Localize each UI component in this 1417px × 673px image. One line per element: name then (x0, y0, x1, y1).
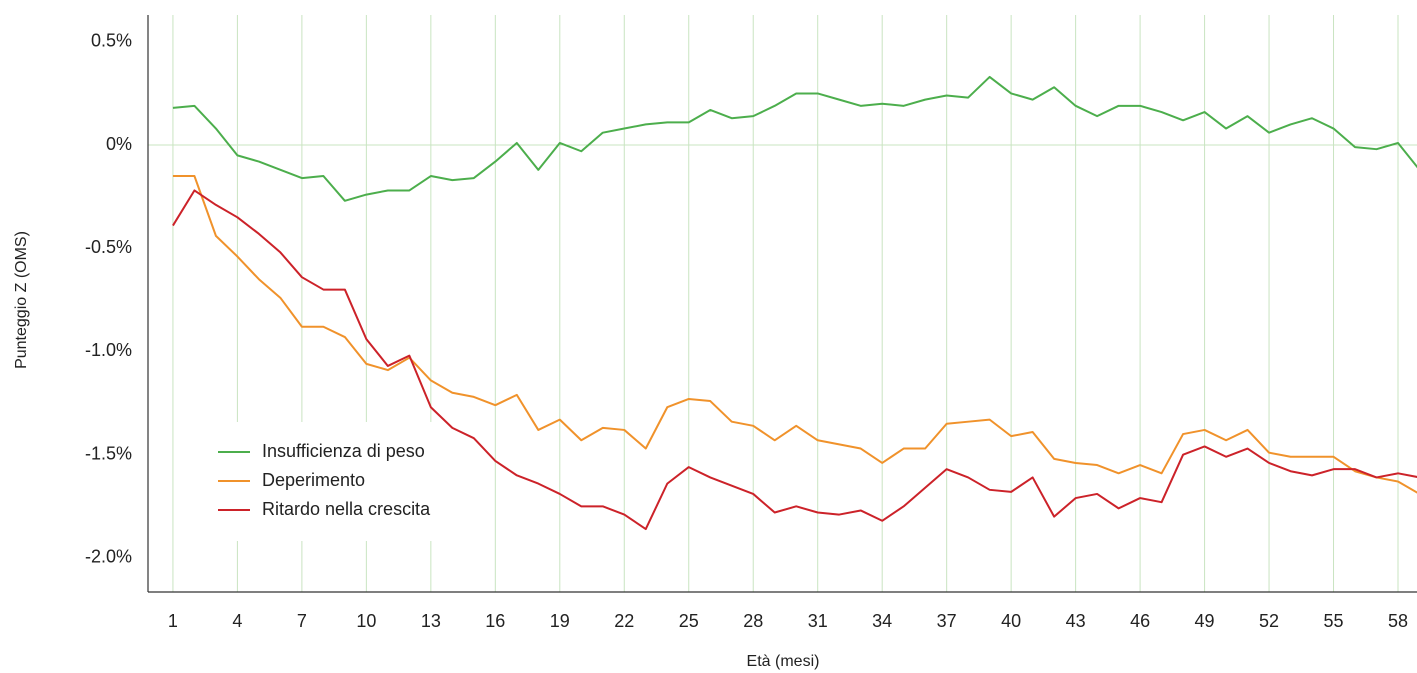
x-tick-label: 40 (1001, 611, 1021, 631)
x-tick-label: 16 (485, 611, 505, 631)
x-tick-label: 34 (872, 611, 892, 631)
y-tick-label: -2.0% (85, 547, 132, 567)
x-tick-label: 25 (679, 611, 699, 631)
x-tick-label: 52 (1259, 611, 1279, 631)
x-tick-label: 19 (550, 611, 570, 631)
x-axis-label: Età (mesi) (747, 653, 820, 670)
x-tick-label: 37 (937, 611, 957, 631)
x-tick-label: 46 (1130, 611, 1150, 631)
x-tick-label: 55 (1324, 611, 1344, 631)
x-tick-label: 22 (614, 611, 634, 631)
x-tick-label: 4 (232, 611, 242, 631)
y-tick-label: -1.5% (85, 443, 132, 463)
legend-label: Insufficienza di peso (262, 441, 425, 461)
y-axis-label: Punteggio Z (OMS) (13, 231, 30, 369)
x-tick-label: 49 (1195, 611, 1215, 631)
series-line (172, 75, 1417, 202)
series-line (172, 175, 1417, 494)
y-tick-label: -1.0% (85, 340, 132, 360)
legend-label: Ritardo nella crescita (262, 499, 431, 519)
legend-background (212, 422, 482, 541)
x-tick-label: 28 (743, 611, 763, 631)
x-tick-label: 13 (421, 611, 441, 631)
series-line (172, 189, 1417, 531)
x-tick-label: 31 (808, 611, 828, 631)
y-tick-label: 0% (106, 134, 132, 154)
x-tick-label: 58 (1388, 611, 1408, 631)
x-tick-label: 7 (297, 611, 307, 631)
x-tick-label: 1 (168, 611, 178, 631)
x-tick-label: 43 (1066, 611, 1086, 631)
y-tick-label: -0.5% (85, 237, 132, 257)
x-tick-label: 10 (356, 611, 376, 631)
y-tick-label: 0.5% (91, 31, 132, 51)
legend-label: Deperimento (262, 470, 365, 490)
